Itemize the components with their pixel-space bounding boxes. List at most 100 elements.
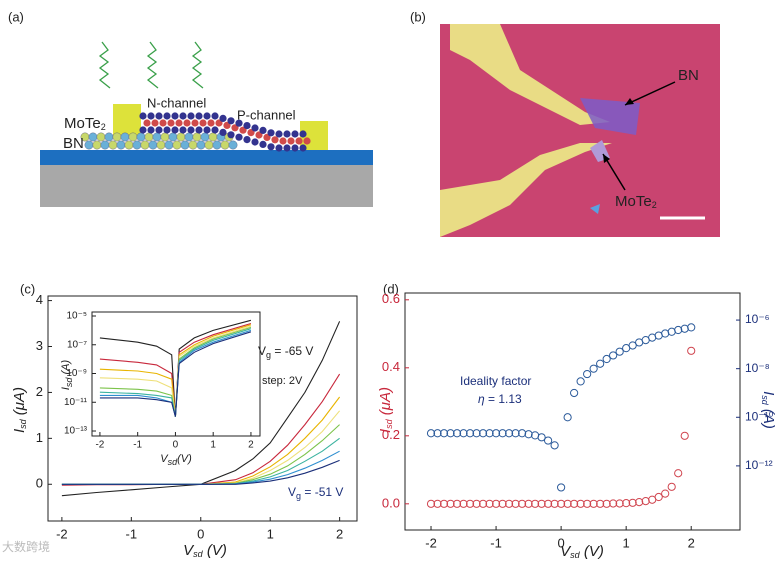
mote2-atom bbox=[235, 133, 243, 141]
mote2-atom bbox=[235, 119, 243, 127]
bn-atom bbox=[152, 132, 162, 142]
point bbox=[433, 499, 442, 508]
point bbox=[563, 413, 572, 422]
text-part: = -65 V bbox=[271, 344, 313, 358]
wave bbox=[191, 41, 204, 89]
y-tick-label: 0.4 bbox=[382, 359, 400, 374]
point bbox=[485, 429, 494, 438]
curve bbox=[61, 459, 340, 485]
curve bbox=[61, 321, 341, 497]
point bbox=[524, 499, 533, 508]
bn-atom bbox=[160, 132, 170, 142]
point bbox=[667, 482, 676, 491]
text-part: g bbox=[296, 491, 301, 501]
point bbox=[635, 498, 644, 507]
x-tick-label: 0 bbox=[557, 535, 564, 550]
annotation: step: 2V bbox=[262, 375, 303, 387]
point bbox=[459, 429, 468, 438]
point bbox=[589, 364, 598, 373]
substrate bbox=[40, 165, 373, 207]
bn-atom bbox=[92, 140, 102, 150]
bn-atom bbox=[136, 132, 146, 142]
text-part: 2 bbox=[101, 122, 106, 132]
mote2-atom bbox=[299, 144, 307, 152]
y2-tick-label: 10⁻⁸ bbox=[745, 361, 770, 375]
point bbox=[439, 429, 449, 438]
point bbox=[504, 429, 514, 438]
text-part: MoTe bbox=[615, 193, 652, 210]
mote2-atom bbox=[203, 112, 211, 120]
mote2-atom bbox=[151, 119, 159, 127]
bn-atom bbox=[112, 132, 122, 142]
point bbox=[615, 499, 624, 508]
point bbox=[602, 354, 611, 364]
text-part: sd bbox=[168, 457, 179, 467]
x-axis-label: Vsd (V) bbox=[560, 543, 604, 560]
point bbox=[491, 429, 501, 438]
mote2-atom bbox=[207, 119, 215, 127]
point bbox=[472, 499, 481, 508]
x-axis-label: Vsd (V) bbox=[183, 542, 227, 559]
mote2-atom bbox=[279, 137, 287, 145]
point bbox=[498, 499, 507, 508]
y2-axis-label: Isd (A) bbox=[760, 391, 777, 429]
text-part: V bbox=[183, 542, 195, 559]
arrow bbox=[624, 81, 676, 106]
point bbox=[576, 499, 585, 508]
text-part: I bbox=[377, 429, 394, 433]
text-part: = 1.13 bbox=[485, 392, 522, 406]
mote2-atom bbox=[175, 119, 183, 127]
point bbox=[596, 359, 605, 368]
text-part: (V) bbox=[177, 453, 192, 465]
watermark: 大数跨境 bbox=[2, 539, 50, 554]
electrode bbox=[450, 24, 610, 125]
y-tick-label: 0.2 bbox=[382, 427, 400, 442]
mote2-atom bbox=[171, 112, 179, 120]
channel-label: N-channel bbox=[147, 95, 206, 110]
bn-atom bbox=[176, 132, 186, 142]
y2-tick-label: 10⁻⁶ bbox=[745, 312, 770, 326]
mote2-atom bbox=[283, 144, 291, 152]
point bbox=[609, 499, 618, 508]
bn-atom bbox=[116, 140, 126, 150]
x-tick-label: -2 bbox=[56, 526, 68, 541]
x-tick-label: -1 bbox=[133, 440, 142, 451]
bn-atom bbox=[88, 132, 98, 142]
mote2-atom bbox=[275, 144, 283, 152]
bn-atom bbox=[208, 132, 218, 142]
mote2-atom bbox=[295, 137, 303, 145]
x-tick-label: 2 bbox=[336, 526, 343, 541]
mote2-atom bbox=[167, 119, 175, 127]
point bbox=[511, 499, 520, 508]
point bbox=[602, 499, 611, 508]
mote2-atom bbox=[299, 130, 307, 138]
point bbox=[687, 323, 696, 332]
point bbox=[557, 499, 566, 508]
text-part: sd bbox=[64, 377, 74, 388]
point bbox=[622, 499, 631, 508]
mote2-atom bbox=[283, 130, 291, 138]
bn-flake bbox=[580, 98, 640, 135]
mote2-atom bbox=[291, 144, 299, 152]
bn-atom bbox=[100, 140, 110, 150]
bn-atom bbox=[148, 140, 158, 150]
point bbox=[609, 351, 618, 360]
annotation: Vg = -51 V bbox=[288, 485, 343, 501]
particle bbox=[590, 204, 600, 214]
x-axis-label: Vsd(V) bbox=[160, 453, 192, 467]
point bbox=[426, 429, 436, 438]
bn-atom bbox=[168, 132, 178, 142]
point bbox=[550, 441, 559, 450]
mote2-atom bbox=[163, 112, 171, 120]
text-part: sd bbox=[570, 550, 581, 560]
text-part: (V) bbox=[580, 543, 604, 560]
mote2-atom bbox=[251, 138, 259, 146]
plot-frame bbox=[404, 292, 741, 531]
y-axis-label: Isd (μA) bbox=[377, 387, 394, 433]
mote2-atom bbox=[211, 112, 219, 120]
point bbox=[550, 499, 559, 508]
y-tick-label: 0.6 bbox=[382, 291, 400, 306]
mote2-atom bbox=[267, 129, 275, 137]
point bbox=[465, 429, 475, 438]
